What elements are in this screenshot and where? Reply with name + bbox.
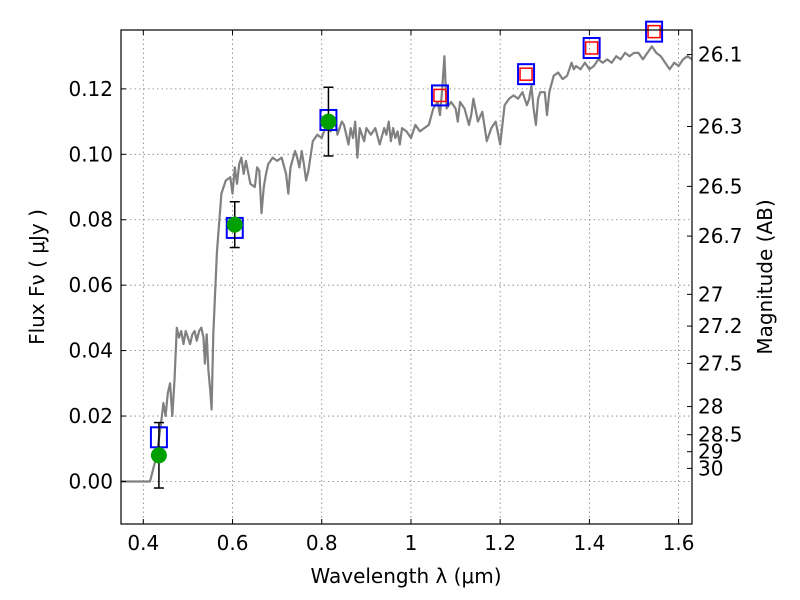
x-tick-label: 1.6 [663, 531, 695, 555]
limit-square-marker [584, 41, 599, 55]
x-tick-label: 0.8 [306, 531, 338, 555]
x-tick-label: 0.4 [127, 531, 159, 555]
observed-point [226, 216, 243, 233]
y-tick-label: 0.10 [68, 142, 113, 166]
right-axis-title: Magnitude (AB) [753, 199, 777, 354]
right-tick-label: 26.5 [698, 174, 743, 198]
y-tick-label: 0.00 [68, 469, 113, 493]
model-square-marker [645, 20, 664, 43]
right-tick-label: 28 [698, 395, 723, 419]
y-tick-label: 0.02 [68, 404, 113, 428]
x-axis-title: Wavelength λ (μm) [310, 564, 501, 588]
x-tick-label: 0.6 [217, 531, 249, 555]
right-tick-label: 26.7 [698, 224, 743, 248]
limit-square-marker [433, 88, 447, 103]
spectrum-line [121, 45, 693, 483]
observed-point [150, 447, 167, 464]
right-tick-label: 27 [698, 282, 723, 306]
y-tick-label: 0.04 [68, 339, 113, 363]
model-square-marker [430, 84, 449, 107]
plot-frame [120, 29, 693, 525]
right-tick-label: 28.5 [698, 423, 743, 447]
y-tick-label: 0.12 [68, 77, 113, 101]
right-tick-label: 26.1 [698, 43, 743, 67]
right-tick-label: 26.3 [698, 115, 743, 139]
model-square-marker [582, 36, 601, 59]
x-tick-label: 1.4 [573, 531, 605, 555]
right-tick-label: 29 [698, 440, 723, 464]
limit-square-marker [647, 24, 661, 39]
y-tick-label: 0.08 [68, 208, 113, 232]
series-layer [121, 20, 693, 489]
y-tick-label: 0.06 [68, 273, 113, 297]
right-tick-label: 27.2 [698, 314, 743, 338]
right-tick-label: 30 [698, 456, 723, 480]
x-tick-label: 1 [405, 531, 418, 555]
right-tick-label: 27.5 [698, 351, 743, 375]
grid-layer [121, 30, 692, 524]
model-square-marker [517, 63, 536, 86]
y-axis-title: Flux Fν ( μJy ) [25, 209, 49, 345]
x-tick-label: 1.2 [484, 531, 516, 555]
limit-square-marker [519, 67, 533, 81]
observed-point [320, 113, 337, 130]
ticks-layer: 0.4 0.6 0.8 1 1.2 1.4 1.6 0.00 0.02 0.04 0.06 0.08 0… [68, 30, 743, 555]
